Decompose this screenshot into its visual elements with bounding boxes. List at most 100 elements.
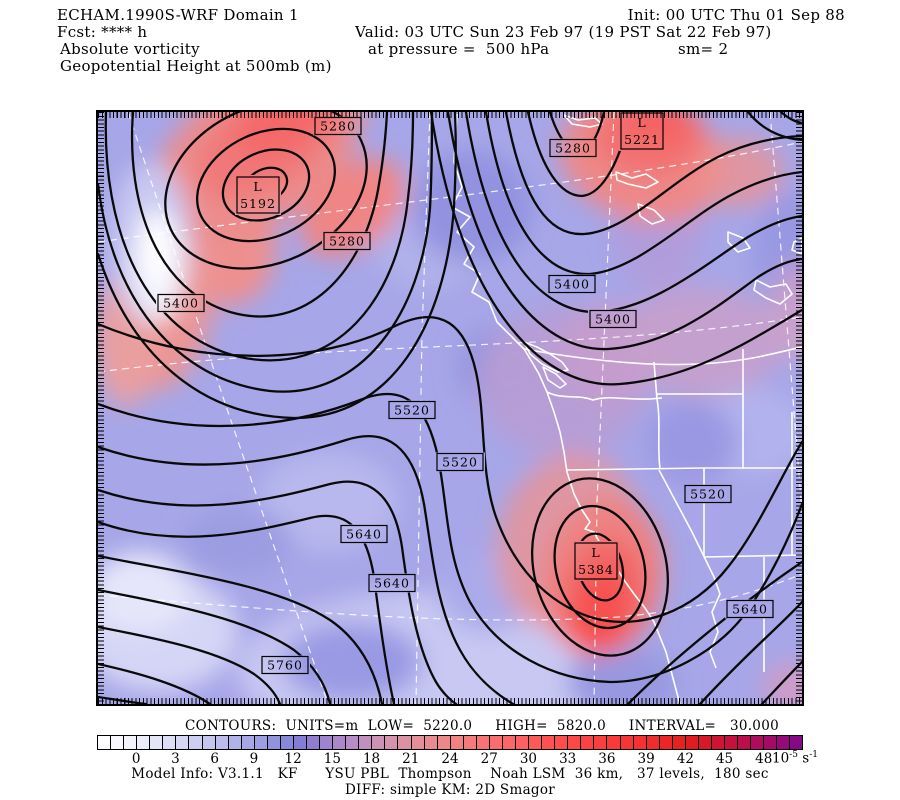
colorbar-cell xyxy=(437,736,451,749)
lake xyxy=(637,203,665,225)
colorbar-cell xyxy=(581,736,595,749)
forecast-hour: Fcst: **** h xyxy=(57,23,148,41)
wa-or-border xyxy=(546,391,663,401)
colorbar-cell xyxy=(124,736,138,749)
colorbar-cell xyxy=(241,736,255,749)
colorbar-cell xyxy=(320,736,334,749)
colorbar-tick-label: 33 xyxy=(559,751,577,767)
us-canada-border xyxy=(523,346,802,366)
contour-label-box xyxy=(684,484,732,504)
low-center-value: 5384 xyxy=(578,562,614,577)
contour-label-box xyxy=(368,573,416,593)
contour-label-box xyxy=(323,231,371,251)
colorbar-units: 10-5 s-1 xyxy=(772,750,818,767)
model-domain-title: ECHAM.1990S-WRF Domain 1 xyxy=(57,6,299,24)
colorbar-cell xyxy=(150,736,164,749)
colorbar-tick-label: 3 xyxy=(171,751,180,767)
contour-label-value: 5520 xyxy=(442,455,478,470)
contour-label-value: 5520 xyxy=(690,487,726,502)
colorbar-cell xyxy=(267,736,281,749)
contour-label-box xyxy=(726,599,774,619)
contour-label-box xyxy=(548,274,596,294)
low-center-letter: L xyxy=(591,545,600,560)
low-center-value: 5192 xyxy=(240,196,276,211)
contour-label-box xyxy=(388,400,436,420)
colorbar-cell xyxy=(254,736,268,749)
colorbar-cell xyxy=(542,736,556,749)
contour-label-value: 5400 xyxy=(163,296,199,311)
colorbar-cell xyxy=(333,736,347,749)
colorbar-cell xyxy=(568,736,582,749)
colorbar-cell xyxy=(372,736,386,749)
colorbar-tick-label: 21 xyxy=(402,751,420,767)
field-name: Absolute vorticity xyxy=(60,40,200,58)
colorbar-cell xyxy=(463,736,477,749)
colorbar-tick-label: 27 xyxy=(480,751,498,767)
colorbar-cell xyxy=(215,736,229,749)
colorbar-cell xyxy=(607,736,621,749)
contour-label-box xyxy=(589,309,637,329)
colorbar-cell xyxy=(711,736,725,749)
colorbar-tick-label: 9 xyxy=(249,751,259,767)
contour-labels: 5280 5280 5280 5400 5400 5400 5520 5520 5520 5640… xyxy=(157,112,774,675)
colorbar-cell xyxy=(685,736,699,749)
colorbar-tick-label: 0 xyxy=(131,751,141,767)
coastline xyxy=(451,113,681,704)
colorbar-cell xyxy=(502,736,516,749)
ca-nv-diagonal xyxy=(658,469,721,669)
colorbar-cell xyxy=(659,736,673,749)
colorbar-cell xyxy=(280,736,294,749)
colorbar-cell xyxy=(111,736,125,749)
colorbar-cell xyxy=(424,736,438,749)
colorbar-cell xyxy=(725,736,739,749)
valid-time: Valid: 03 UTC Sun 23 Feb 97 (19 PST Sat … xyxy=(355,23,772,41)
colorbar-tick-label: 18 xyxy=(362,751,381,767)
colorbar-cell xyxy=(385,736,399,749)
map-panel: 5280 5280 5280 5400 5400 5400 5520 5520 5520 5640… xyxy=(96,110,804,706)
colorbar-cell xyxy=(489,736,503,749)
contour-label-value: 5640 xyxy=(732,602,768,617)
colorbar-cell xyxy=(228,736,242,749)
low-center-letter: L xyxy=(637,115,646,130)
lake xyxy=(563,114,603,128)
colorbar-cell xyxy=(307,736,321,749)
colorbar-cell xyxy=(98,736,112,749)
contour-label-box xyxy=(157,293,205,313)
colorbar-tick-label: 15 xyxy=(323,751,341,767)
colorbar-cell xyxy=(346,736,360,749)
contour-label-value: 5760 xyxy=(267,658,303,673)
ut-az-border xyxy=(703,554,802,558)
contour-label-value: 5640 xyxy=(374,576,410,591)
geography-lines xyxy=(451,113,802,704)
colorbar-tick-label: 6 xyxy=(210,751,219,767)
vorticity-colorbar xyxy=(97,735,803,750)
colorbar-tick-label: 42 xyxy=(676,751,694,767)
low-center-box xyxy=(574,542,618,580)
colorbar-cell xyxy=(398,736,412,749)
colorbar-cell xyxy=(516,736,530,749)
contour-label-box xyxy=(340,524,388,544)
contour-label-box xyxy=(549,138,597,158)
low-center-value: 5221 xyxy=(624,132,660,147)
colorbar-cell xyxy=(137,736,151,749)
lake xyxy=(753,279,793,305)
lake xyxy=(727,231,751,253)
colorbar-cell xyxy=(411,736,425,749)
colorbar-cell xyxy=(764,736,778,749)
contour-label-value: 5280 xyxy=(329,234,365,249)
puget-sound xyxy=(542,366,567,389)
colorbar-cell xyxy=(633,736,647,749)
low-center-box xyxy=(236,176,280,214)
model-info-line: Model Info: V3.1.1 KF YSU PBL Thompson N… xyxy=(131,766,769,782)
contour-label-box xyxy=(261,655,309,675)
colorbar-cell xyxy=(176,736,190,749)
contour-label-value: 5640 xyxy=(346,527,382,542)
colorbar-tick-label: 12 xyxy=(284,751,302,767)
colorbar-cell xyxy=(646,736,660,749)
contour-label-value: 5400 xyxy=(595,312,631,327)
vancouver-island xyxy=(523,341,569,373)
contour-label-value: 5280 xyxy=(555,141,591,156)
vorticity-height-map: 5280 5280 5280 5400 5400 5400 5520 5520 5520 5640… xyxy=(98,112,802,704)
id-mt-lines xyxy=(657,349,744,469)
